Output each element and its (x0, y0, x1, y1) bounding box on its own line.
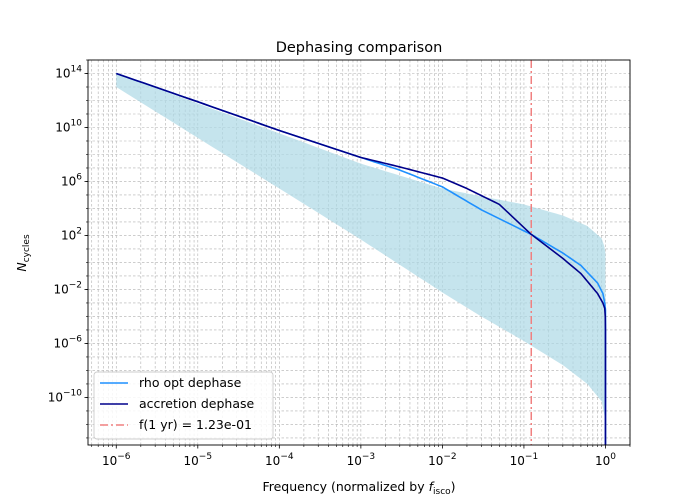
plot-frame (87, 59, 631, 446)
y-tick-label: 1010 (55, 118, 82, 134)
y-axis-ticks: 10−10 10−6 10−2 102 106 1010 1014 (48, 59, 88, 439)
y-tick-label: 102 (61, 226, 82, 242)
legend-label-accretion: accretion dephase (139, 396, 255, 411)
y-tick-label: 1014 (55, 65, 82, 81)
series-line-1 (116, 72, 607, 445)
legend-box (93, 371, 274, 440)
x-tick-label: 10−1 (510, 452, 539, 468)
x-tick-label: 100 (595, 452, 616, 468)
x-tick-label: 10−3 (347, 452, 376, 468)
legend: rho opt dephase accretion dephase f(1 yr… (93, 371, 274, 440)
band-area (116, 73, 606, 438)
y-tick-label: 10−6 (53, 334, 82, 350)
x-axis-label: Frequency (normalized by fisco) (262, 479, 455, 497)
x-tick-label: 10−5 (184, 452, 213, 468)
legend-label-rho-opt: rho opt dephase (139, 375, 242, 390)
y-tick-label: 10−2 (53, 280, 82, 296)
x-tick-label: 10−6 (102, 452, 131, 468)
y-tick-label: 10−10 (48, 388, 83, 404)
x-axis-ticks: 10−6 10−5 10−4 10−3 10−2 10−1 100 (91, 445, 631, 468)
x-tick-label: 10−2 (428, 452, 457, 468)
chart-title: Dephasing comparison (276, 40, 443, 56)
series-layer (116, 72, 607, 445)
legend-label-vline: f(1 yr) = 1.23e-01 (139, 417, 252, 432)
x-tick-label: 10−4 (265, 452, 294, 468)
y-tick-label: 106 (61, 172, 82, 188)
band-layer (116, 73, 606, 438)
y-axis-label: Ncycles (14, 234, 32, 272)
